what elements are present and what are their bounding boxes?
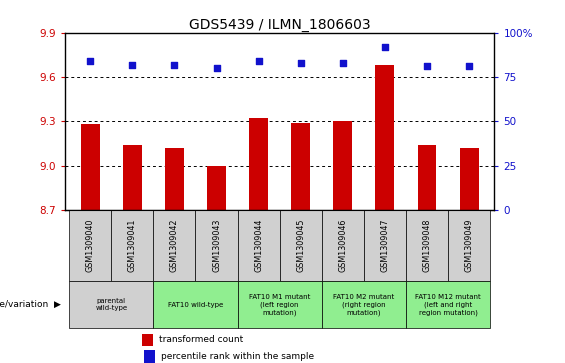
Point xyxy=(464,64,473,69)
Bar xyxy=(322,281,406,328)
Bar xyxy=(145,350,155,363)
Point xyxy=(128,62,137,68)
Bar xyxy=(364,210,406,281)
Bar xyxy=(249,118,268,210)
Text: percentile rank within the sample: percentile rank within the sample xyxy=(160,352,314,361)
Bar xyxy=(142,334,153,346)
Text: FAT10 M1 mutant
(left region
mutation): FAT10 M1 mutant (left region mutation) xyxy=(249,294,310,315)
Bar xyxy=(111,210,153,281)
Bar xyxy=(418,145,437,210)
Bar xyxy=(448,210,490,281)
Text: GSM1309043: GSM1309043 xyxy=(212,219,221,272)
Bar xyxy=(376,65,394,210)
Text: GSM1309044: GSM1309044 xyxy=(254,219,263,272)
Text: GSM1309045: GSM1309045 xyxy=(296,219,305,272)
Text: parental
wild-type: parental wild-type xyxy=(95,298,127,311)
Bar xyxy=(280,210,322,281)
Bar xyxy=(322,210,364,281)
Bar xyxy=(81,124,99,210)
Point xyxy=(254,58,263,64)
Bar xyxy=(165,148,184,210)
Point xyxy=(212,65,221,71)
Bar xyxy=(153,281,237,328)
Bar xyxy=(460,148,479,210)
Text: GSM1309042: GSM1309042 xyxy=(170,219,179,272)
Bar xyxy=(69,281,153,328)
Point xyxy=(296,60,305,66)
Text: transformed count: transformed count xyxy=(159,335,243,344)
Text: FAT10 M2 mutant
(right region
mutation): FAT10 M2 mutant (right region mutation) xyxy=(333,294,394,315)
Title: GDS5439 / ILMN_1806603: GDS5439 / ILMN_1806603 xyxy=(189,18,371,32)
Bar xyxy=(207,166,226,210)
Bar xyxy=(69,210,111,281)
Bar xyxy=(406,210,448,281)
Text: GSM1309049: GSM1309049 xyxy=(464,219,473,272)
Text: FAT10 wild-type: FAT10 wild-type xyxy=(168,302,223,307)
Text: GSM1309047: GSM1309047 xyxy=(380,219,389,272)
Point xyxy=(380,44,389,50)
Text: GSM1309048: GSM1309048 xyxy=(423,219,432,272)
Bar xyxy=(237,210,280,281)
Text: GSM1309040: GSM1309040 xyxy=(86,219,95,272)
Point xyxy=(170,62,179,68)
Point xyxy=(338,60,347,66)
Bar xyxy=(195,210,237,281)
Text: GSM1309041: GSM1309041 xyxy=(128,219,137,272)
Text: genotype/variation  ▶: genotype/variation ▶ xyxy=(0,300,60,309)
Text: GSM1309046: GSM1309046 xyxy=(338,219,347,272)
Bar xyxy=(237,281,322,328)
Bar xyxy=(291,123,310,210)
Text: FAT10 M12 mutant
(left and right
region mutation): FAT10 M12 mutant (left and right region … xyxy=(415,294,481,315)
Point xyxy=(86,58,95,64)
Bar xyxy=(333,121,353,210)
Bar xyxy=(153,210,195,281)
Bar xyxy=(406,281,490,328)
Bar xyxy=(123,145,142,210)
Point xyxy=(423,64,432,69)
